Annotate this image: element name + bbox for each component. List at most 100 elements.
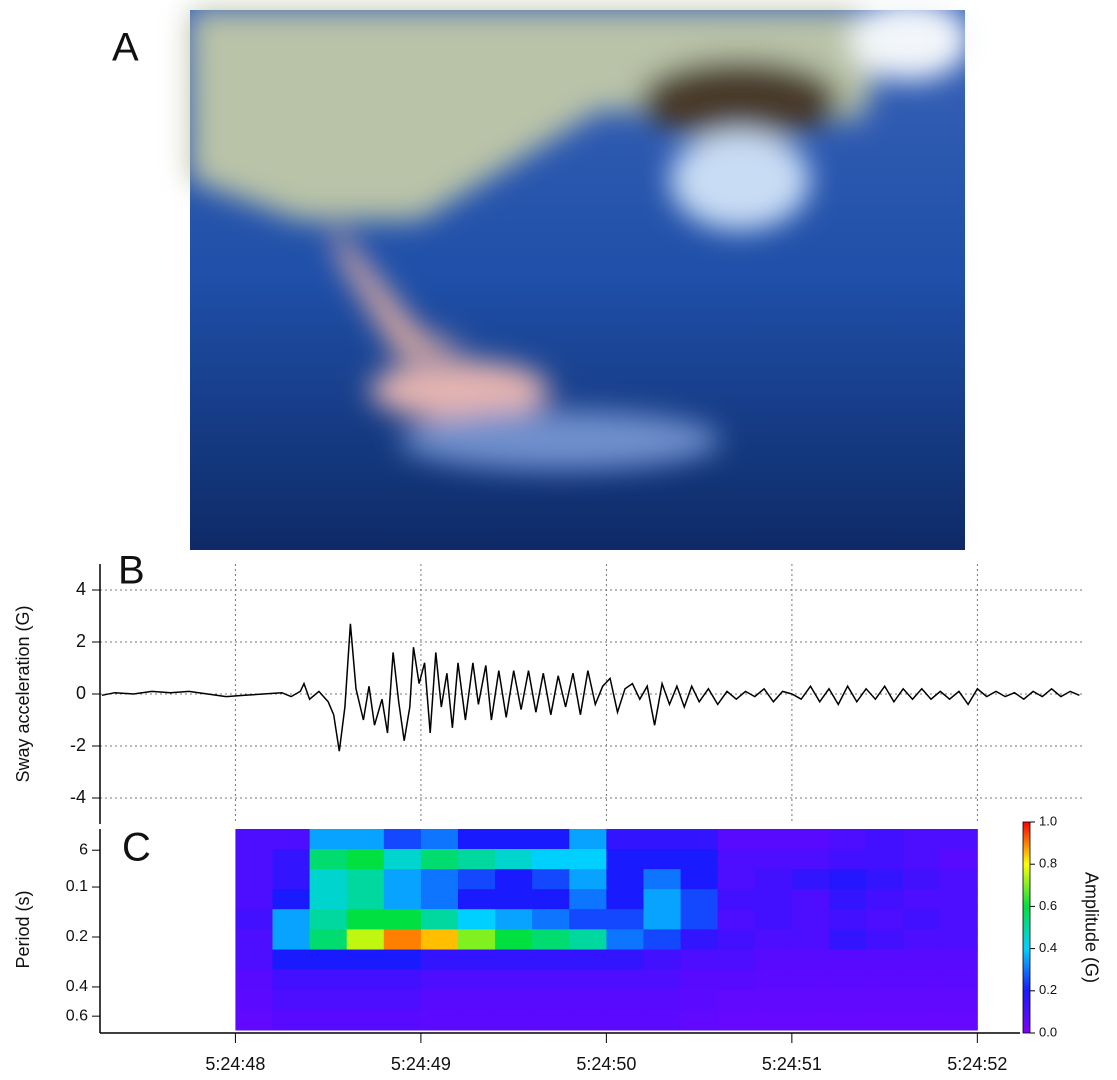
heat-cell	[420, 889, 459, 910]
heat-cell	[903, 1009, 941, 1031]
heat-cell	[420, 1009, 459, 1031]
y-tick-label: 0.2	[66, 928, 88, 945]
colorbar	[1022, 821, 1031, 1034]
y-tick-label: 4	[76, 579, 86, 599]
heat-cell	[940, 909, 978, 930]
heat-cell	[235, 849, 273, 870]
heat-cell	[457, 969, 496, 991]
heat-cell	[272, 869, 311, 890]
heat-cell	[903, 949, 941, 970]
panel-label: C	[122, 826, 151, 870]
heat-cell	[569, 849, 607, 870]
heat-cell	[309, 909, 348, 930]
heat-cell	[383, 869, 422, 890]
heat-cell	[569, 869, 607, 890]
heat-cell	[383, 889, 422, 910]
heat-cell	[903, 849, 941, 870]
heat-cell	[866, 929, 904, 951]
heat-cell	[235, 989, 273, 1011]
heat-cell	[717, 829, 756, 850]
heat-cell	[346, 849, 385, 870]
heat-cell	[309, 889, 348, 910]
heat-cell	[532, 909, 570, 930]
heat-cell	[235, 949, 273, 970]
y-tick-label: 6	[79, 841, 88, 858]
x-tick-label: 5:24:50	[576, 1054, 636, 1074]
heat-cell	[866, 829, 904, 850]
heat-cell	[643, 949, 682, 970]
heat-cell	[495, 849, 533, 870]
heat-cell	[383, 949, 422, 970]
heat-cell	[420, 829, 459, 850]
heat-cell	[346, 949, 385, 970]
heat-cell	[866, 949, 904, 970]
heat-cell	[272, 1009, 311, 1031]
colorbar-label: Amplitude (G)	[1081, 872, 1101, 983]
heat-cell	[606, 829, 644, 850]
heat-cell	[903, 969, 941, 991]
x-tick-label: 5:24:52	[947, 1054, 1007, 1074]
heat-cell	[717, 869, 756, 890]
heat-cell	[569, 949, 607, 970]
y-tick-label: -4	[70, 787, 86, 807]
heat-cell	[717, 1009, 756, 1031]
heat-cell	[383, 929, 422, 951]
heat-cell	[903, 929, 941, 951]
heat-cell	[532, 849, 570, 870]
heat-cell	[309, 989, 348, 1011]
heat-cell	[606, 909, 644, 930]
heat-cell	[643, 969, 682, 991]
heat-cell	[643, 1009, 682, 1031]
heat-cell	[235, 829, 273, 850]
heat-cell	[903, 829, 941, 850]
heat-cell	[903, 909, 941, 930]
heat-cell	[569, 929, 607, 951]
heat-cell	[309, 829, 348, 850]
heat-cell	[606, 989, 644, 1011]
heat-cell	[606, 969, 644, 991]
heat-cell	[791, 929, 830, 951]
heat-cell	[420, 909, 459, 930]
heat-cell	[828, 829, 867, 850]
heat-cell	[754, 929, 793, 951]
heat-cell	[457, 929, 496, 951]
heat-cell	[903, 989, 941, 1011]
heat-cell	[346, 989, 385, 1011]
heat-cell	[940, 869, 978, 890]
heat-cell	[272, 949, 311, 970]
heat-cell	[828, 889, 867, 910]
heat-cell	[420, 929, 459, 951]
heat-cell	[346, 969, 385, 991]
heat-cell	[643, 849, 682, 870]
y-tick-label: -2	[70, 735, 86, 755]
heat-cell	[754, 989, 793, 1011]
heat-cell	[346, 829, 385, 850]
y-axis-label: Period (s)	[13, 890, 33, 968]
heat-cell	[495, 869, 533, 890]
heat-cell	[866, 869, 904, 890]
heat-cell	[346, 869, 385, 890]
heat-cell	[272, 969, 311, 991]
heat-cell	[606, 1009, 644, 1031]
heat-cell	[866, 969, 904, 991]
heat-cell	[606, 889, 644, 910]
heat-cell	[791, 949, 830, 970]
heat-cell	[643, 889, 682, 910]
heat-cell	[903, 869, 941, 890]
heat-cell	[532, 829, 570, 850]
heat-cell	[457, 849, 496, 870]
heat-cell	[680, 849, 719, 870]
y-tick-label: 0.6	[66, 1007, 88, 1024]
heat-cell	[420, 969, 459, 991]
heat-cell	[828, 989, 867, 1011]
panel-label: B	[118, 549, 145, 593]
heat-cell	[569, 1009, 607, 1031]
colorbar-tick-label: 0.8	[1039, 856, 1057, 871]
heat-cell	[272, 849, 311, 870]
heat-cell	[754, 849, 793, 870]
heat-cell	[495, 889, 533, 910]
heat-cell	[754, 909, 793, 930]
heat-cell	[680, 889, 719, 910]
heat-cell	[754, 869, 793, 890]
heat-cell	[532, 989, 570, 1011]
